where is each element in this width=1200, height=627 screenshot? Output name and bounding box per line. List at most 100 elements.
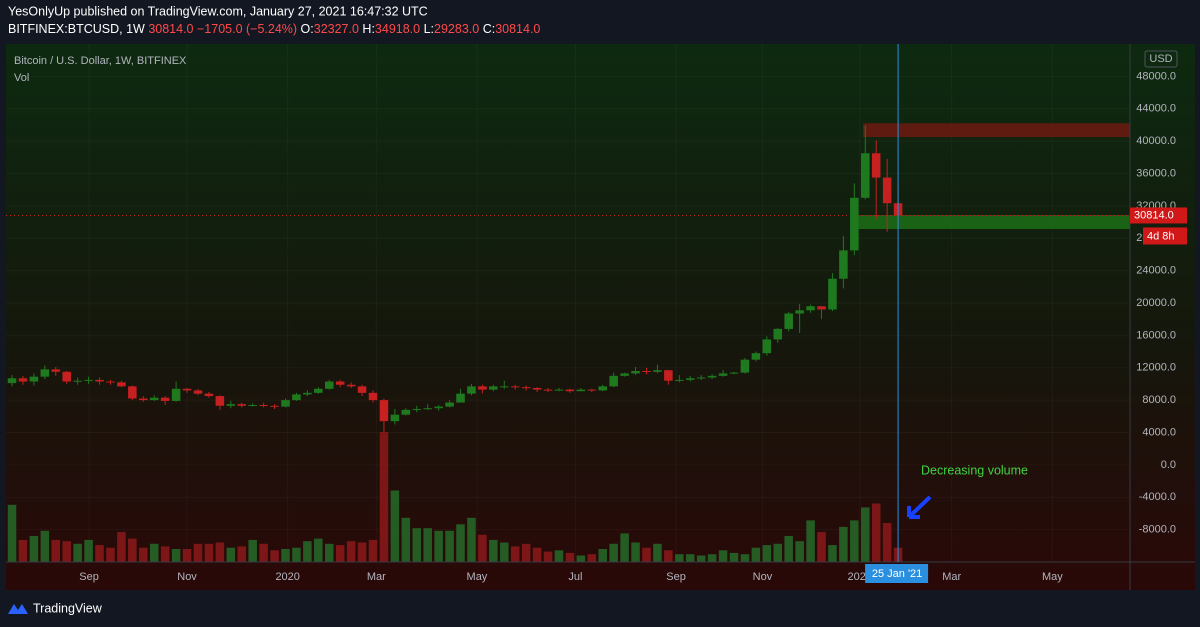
axis-layer: 48000.044000.040000.036000.032000.028000… <box>79 70 1176 583</box>
volume-bar <box>500 542 509 562</box>
candle-body <box>828 278 837 310</box>
volume-bar <box>303 541 312 562</box>
y-tick-label: -8000.0 <box>1139 524 1176 536</box>
candle-body <box>839 250 848 279</box>
candle-body <box>653 370 662 372</box>
volume-bar <box>248 539 257 562</box>
change: −1705.0 (−5.24%) <box>197 22 297 36</box>
volume-bar <box>510 546 520 562</box>
candle-body <box>204 393 214 397</box>
volume-bar <box>368 539 378 562</box>
volume-bar <box>314 538 323 562</box>
candle-body <box>248 404 257 406</box>
volume-bar <box>828 545 837 562</box>
candle-body <box>532 387 542 390</box>
volume-bar <box>795 541 804 562</box>
candle-body <box>434 406 443 409</box>
volume-bar <box>631 542 640 562</box>
candle-body <box>456 393 465 403</box>
y-tick-label: 4000.0 <box>1142 426 1176 438</box>
volume-bar <box>871 503 881 562</box>
volume-bar <box>270 550 279 562</box>
x-tick-label: Nov <box>753 571 773 583</box>
countdown-box <box>1143 227 1187 245</box>
candle-body <box>521 387 531 389</box>
volume-bar <box>160 546 170 562</box>
candle-body <box>237 404 247 406</box>
ohlc-label: H: <box>362 22 375 36</box>
volume-bar <box>456 524 465 562</box>
candle-body <box>609 375 618 387</box>
y-tick-label: 8000.0 <box>1142 394 1176 406</box>
volume-bar <box>40 530 50 562</box>
candle-body <box>740 359 750 373</box>
volume-bar <box>609 543 618 562</box>
candle-body <box>51 369 61 372</box>
candle-body <box>806 306 815 311</box>
candle-body <box>73 380 82 382</box>
candle-body <box>29 376 39 382</box>
candle-body <box>303 392 312 395</box>
y-tick-label: -4000.0 <box>1139 491 1176 503</box>
volume-bar <box>292 547 301 562</box>
x-tick-label: May <box>467 571 488 583</box>
volume-bar <box>423 528 432 562</box>
volume-bar <box>861 507 870 562</box>
x-tick-label: Sep <box>79 571 99 583</box>
candle-body <box>171 388 181 401</box>
candle-body <box>324 381 334 389</box>
volume-bar <box>554 550 564 562</box>
crosshair-label: 25 Jan '21 <box>872 568 922 580</box>
candle-body <box>576 389 586 392</box>
volume-bar <box>149 543 159 562</box>
overlay-layer: 30814.0 4d 8h 25 Jan '21 Decreasing volume <box>865 44 1187 583</box>
ohlc-label: C: <box>483 22 496 36</box>
volume-bar <box>18 539 28 562</box>
candle-body <box>160 397 170 401</box>
y-tick-label: 48000.0 <box>1136 70 1176 82</box>
volume-bar <box>204 543 214 562</box>
candle-body <box>871 153 881 178</box>
volume-bar <box>434 530 443 562</box>
ohlc-value: 34918.0 <box>375 22 420 36</box>
chart-title: Bitcoin / U.S. Dollar, 1W, BITFINEX <box>14 55 187 67</box>
candle-body <box>587 389 597 391</box>
symbol-line: BITFINEX:BTCUSD, 1W 30814.0 −1705.0 (−5.… <box>8 22 540 36</box>
candle-body <box>598 386 607 391</box>
candle-body <box>445 402 454 407</box>
footer-background <box>0 596 1200 627</box>
volume-bar <box>850 520 859 562</box>
volume-bar <box>412 528 422 562</box>
candle-body <box>565 389 575 392</box>
price-zone <box>857 215 1130 230</box>
candle-body <box>718 373 728 376</box>
y-tick-label: 20000.0 <box>1136 297 1176 309</box>
price-zone <box>863 123 1130 138</box>
currency-box[interactable] <box>1144 50 1178 68</box>
candle-body <box>314 388 323 393</box>
candle-body <box>40 369 50 377</box>
candle-body <box>7 378 17 384</box>
candle-body <box>500 386 509 388</box>
candle-body <box>346 384 356 387</box>
x-tick-label: Mar <box>942 571 961 583</box>
candle-body <box>642 370 651 372</box>
y-tick-label: 24000.0 <box>1136 265 1176 277</box>
candle-body <box>729 372 739 374</box>
volume-bar <box>84 539 93 562</box>
candle-body <box>270 405 279 407</box>
candle-body <box>850 197 859 251</box>
volume-bar <box>51 539 61 562</box>
y-tick-label: 44000.0 <box>1136 103 1176 115</box>
currency: USD <box>1149 53 1172 65</box>
volume-bar <box>740 554 750 562</box>
candle-body <box>554 389 564 391</box>
candle-body <box>696 377 706 379</box>
x-tick-label: Jul <box>568 571 582 583</box>
volume-bar <box>718 550 728 562</box>
volume-bar <box>751 547 761 562</box>
volume-bar <box>762 545 772 562</box>
volume-bar <box>532 547 542 562</box>
candle-body <box>226 404 236 406</box>
